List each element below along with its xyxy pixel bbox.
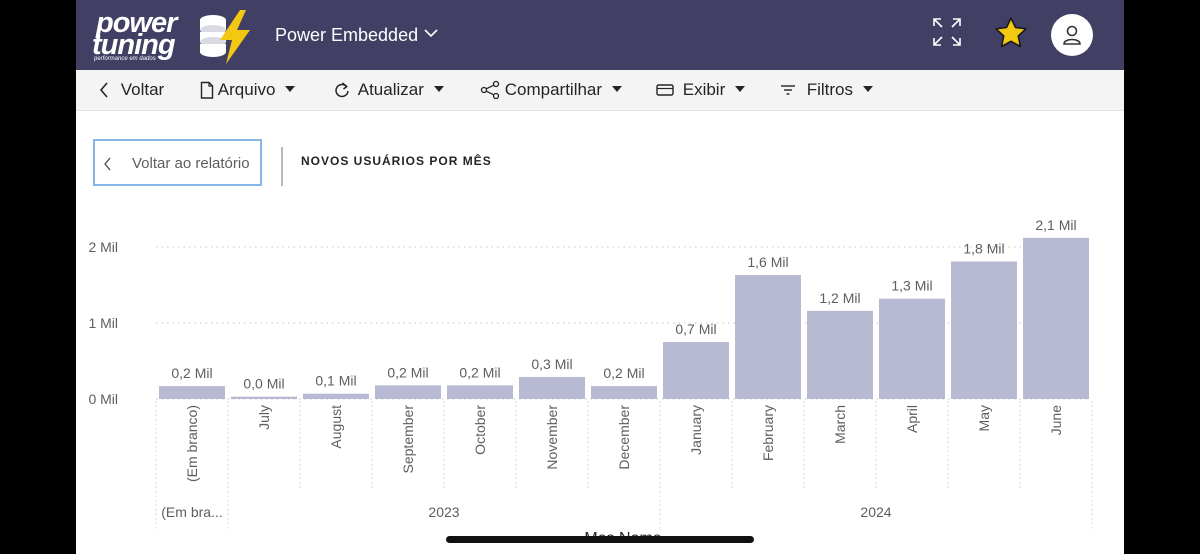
database-icon [200,15,226,57]
group-label: 2024 [860,504,891,520]
bar [591,386,657,399]
logo-tagline: performance em dados [94,56,156,62]
data-label: 0,0 Mil [243,376,284,392]
view-menu-button[interactable]: Exibir [656,80,746,100]
data-label: 0,2 Mil [459,364,500,380]
filter-icon [781,85,795,95]
y-tick-label: 2 Mil [88,239,118,255]
share-label: Compartilhar [504,80,603,99]
user-icon [1063,25,1081,45]
x-tick-label: March [832,405,848,444]
caret-down-icon [735,85,746,92]
data-label: 0,7 Mil [675,321,716,337]
brand-logo: power tuning performance em dados [90,6,260,66]
app-screen: power tuning performance em dados Power … [76,0,1124,554]
bar [663,342,729,399]
view-label: Exibir [682,80,726,99]
x-tick-label: November [544,405,560,470]
bar [447,385,513,399]
bar [951,261,1017,399]
group-label: (Em bra... [161,504,222,520]
app-title[interactable]: Power Embedded [275,25,419,45]
back-button[interactable]: Voltar [98,80,164,100]
bar [735,275,801,399]
y-tick-label: 1 Mil [88,315,118,331]
title-divider [281,147,283,186]
x-tick-label: June [1048,405,1064,436]
refresh-label: Atualizar [357,80,424,99]
lightning-bolt-icon [220,10,250,64]
bar [879,298,945,399]
data-label: 0,2 Mil [387,364,428,380]
caret-down-icon [285,85,296,92]
x-tick-label: May [976,405,992,431]
chevron-down-icon[interactable] [424,28,438,38]
x-tick-label: December [616,405,632,470]
bar [375,385,441,399]
share-menu-button[interactable]: Compartilhar [480,80,623,100]
bar [231,396,297,399]
filters-label: Filtros [806,80,854,99]
visual-title: NOVOS USUÁRIOS POR MÊS [301,154,492,168]
file-menu-button[interactable]: Arquivo [200,80,296,100]
data-label: 0,1 Mil [315,373,356,389]
back-label: Voltar [120,80,165,99]
share-icon [480,80,500,100]
bar [1023,237,1089,399]
bar-chart: 0 Mil 1 Mil 2 Mil 0,2 Mil 0,0 Mil 0,1 Mil 0,2 … [88,217,1093,547]
chevron-left-icon [104,157,111,171]
home-indicator [446,536,754,543]
star-icon[interactable] [994,16,1028,48]
x-tick-label: October [472,405,488,455]
back-to-report-button[interactable]: Voltar ao relatório [93,139,262,186]
chevron-left-icon [99,82,108,98]
bar [303,393,369,399]
data-label: 0,3 Mil [531,356,572,372]
caret-down-icon [433,85,444,92]
data-label: 2,1 Mil [1035,217,1076,233]
data-label: 1,2 Mil [819,290,860,306]
user-avatar-button[interactable] [1051,14,1093,56]
bar [519,376,585,399]
data-label: 1,3 Mil [891,278,932,294]
x-tick-label: April [904,405,920,433]
back-to-report-label: Voltar ao relatório [132,155,250,172]
refresh-icon [335,82,349,98]
bar [159,386,225,399]
logo-line-1: power [96,7,177,39]
caret-down-icon [863,85,874,92]
expand-icon[interactable] [932,17,962,47]
data-label: 0,2 Mil [603,365,644,381]
file-label: Arquivo [217,80,276,99]
x-tick-label: August [328,405,344,449]
data-label: 1,6 Mil [747,254,788,270]
report-toolbar: Voltar Arquivo Atualizar Compartilhar Ex… [76,70,1124,111]
x-tick-label: February [760,405,776,461]
view-icon [656,84,674,96]
data-label: 0,2 Mil [171,365,212,381]
group-label: 2023 [428,504,459,520]
data-label: 1,8 Mil [963,240,1004,256]
app-header: power tuning performance em dados Power … [76,0,1124,70]
x-tick-label: September [400,405,416,474]
filters-menu-button[interactable]: Filtros [780,80,874,100]
x-tick-label: July [256,405,272,430]
refresh-menu-button[interactable]: Atualizar [333,80,444,100]
logo-line-2: tuning [92,29,176,61]
caret-down-icon [612,85,623,92]
x-tick-label: (Em branco) [184,405,200,482]
bar [807,310,873,399]
x-tick-label: January [688,405,704,455]
y-tick-label: 0 Mil [88,391,118,407]
document-icon [200,81,214,99]
